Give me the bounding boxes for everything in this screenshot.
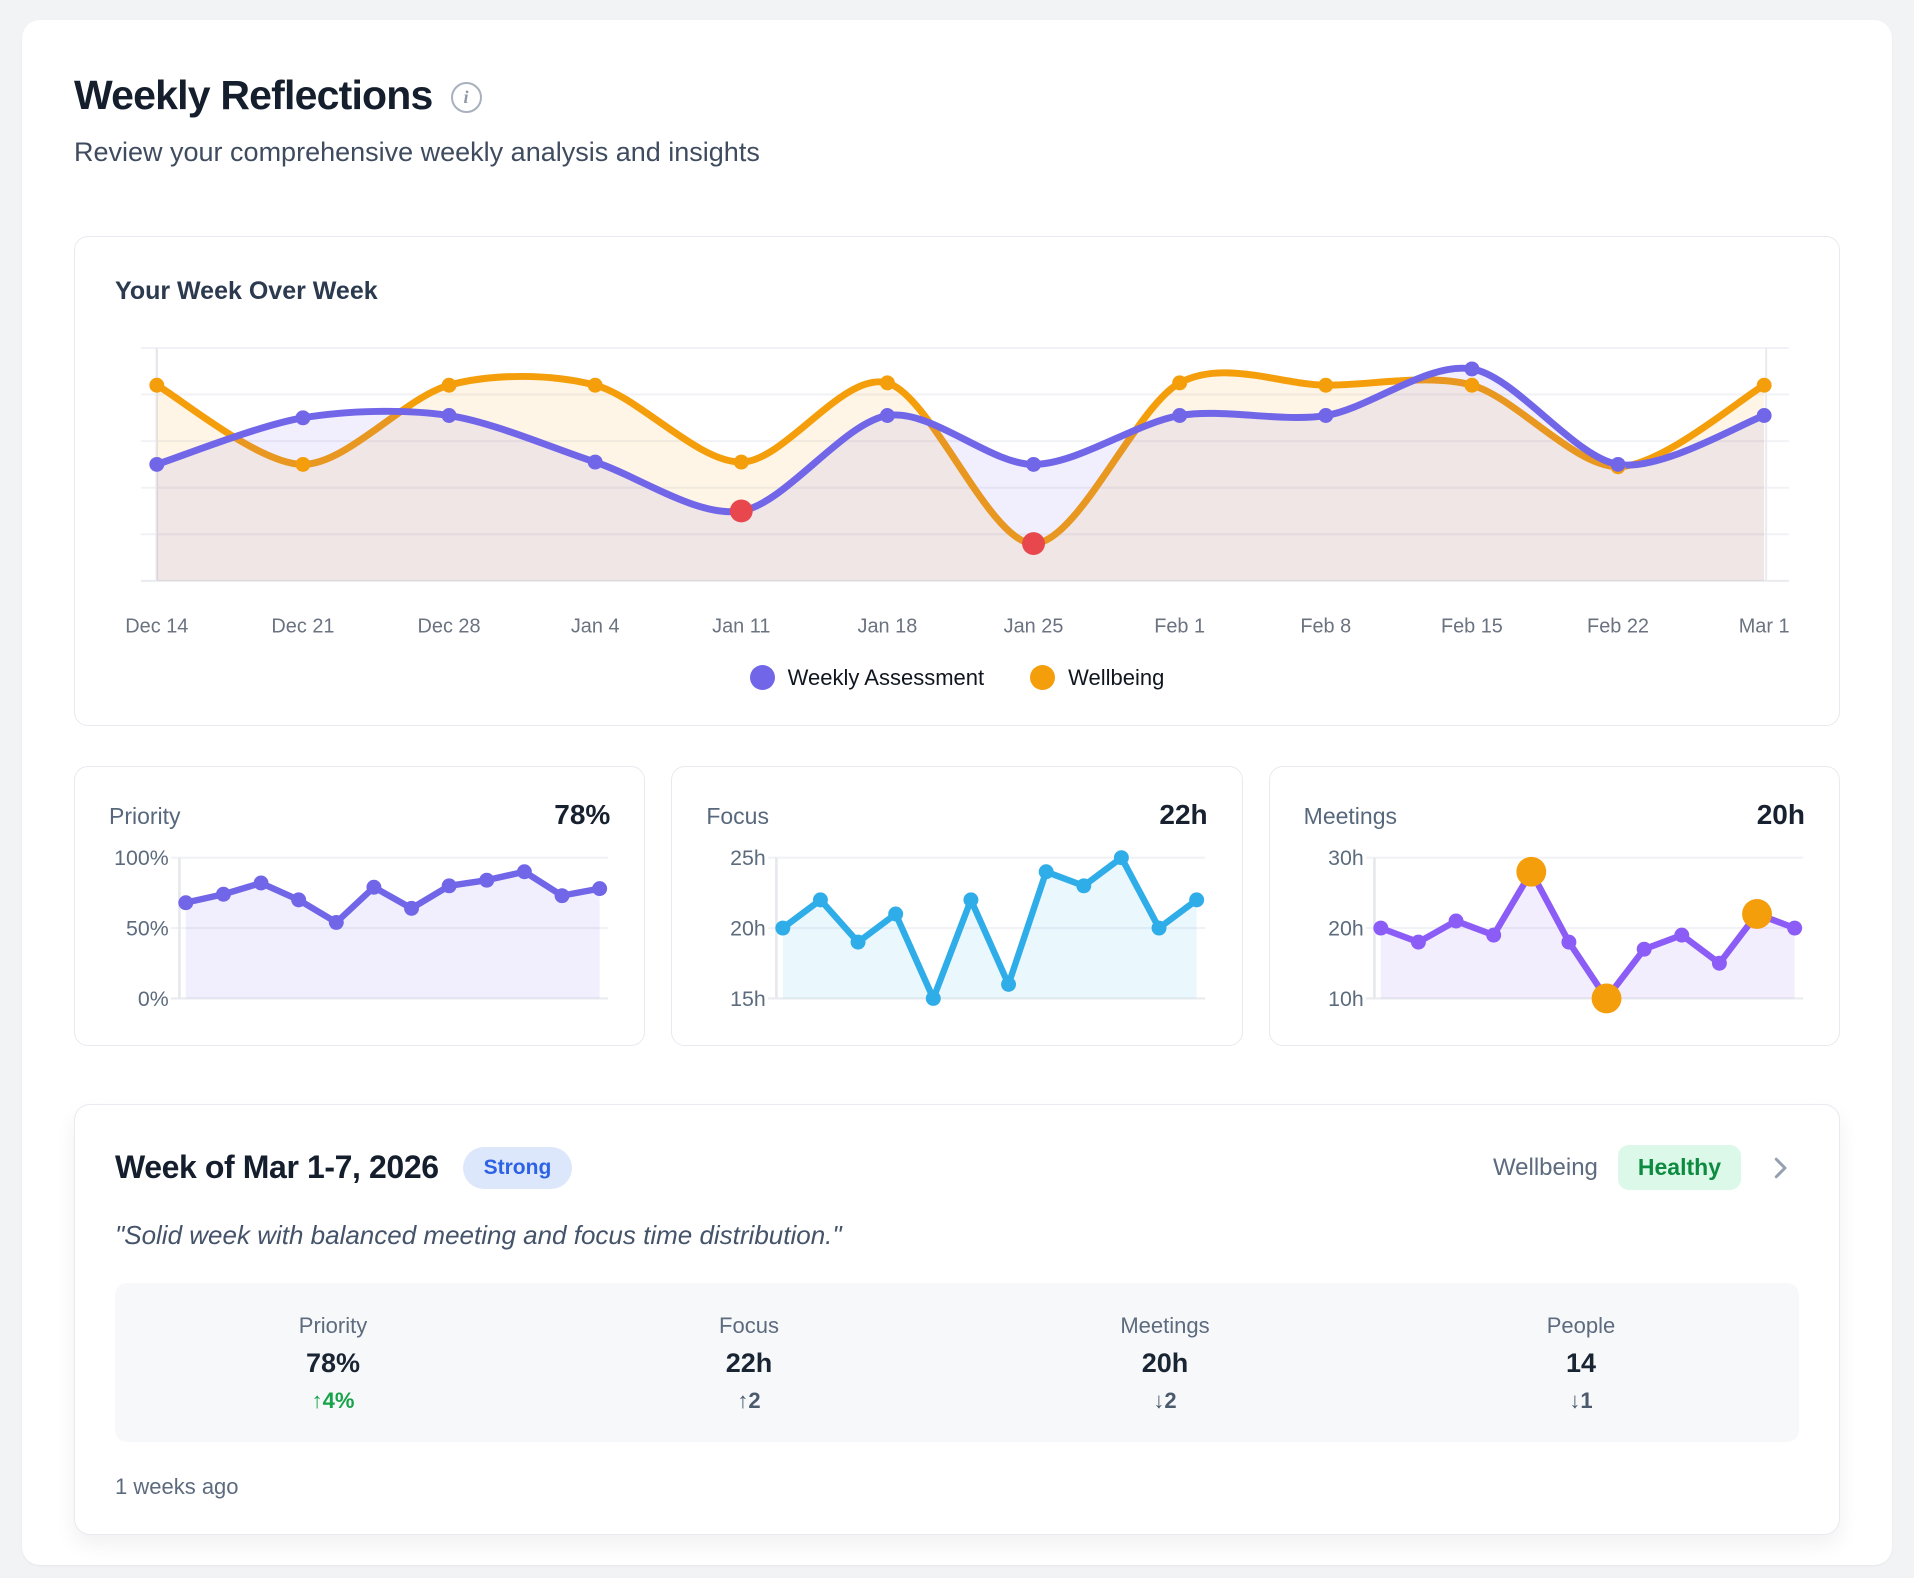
week-summary-quote: "Solid week with balanced meeting and fo…: [115, 1220, 842, 1251]
info-icon[interactable]: i: [450, 82, 482, 113]
week-summary-title: Week of Mar 1-7, 2026: [115, 1149, 439, 1186]
focus-label: Focus: [706, 802, 769, 829]
focus-card: Focus 22h 25h 20h 15h: [671, 765, 1243, 1047]
focus-card-header: Focus 22h: [706, 799, 1207, 831]
week-summary-header: Week of Mar 1-7, 2026 Strong Wellbeing H…: [115, 1145, 1799, 1191]
legend-label-wellbeing: Wellbeing: [1068, 664, 1165, 690]
stat-meetings: Meetings 20h ↓2: [957, 1313, 1373, 1414]
svg-text:0%: 0%: [138, 986, 169, 1010]
meetings-sparkline-chart: 30h 20h 10h: [1328, 847, 1803, 1013]
svg-text:Mar 1: Mar 1: [1739, 616, 1790, 638]
svg-text:Feb 22: Feb 22: [1587, 616, 1649, 638]
meetings-value: 20h: [1756, 798, 1805, 830]
priority-sparkline-chart: 100% 50% 0%: [114, 847, 609, 1010]
stat-people: People 14 ↓1: [1373, 1313, 1789, 1414]
meetings-card-header: Meetings 20h: [1304, 799, 1805, 831]
page-header: Weekly Reflections i: [74, 72, 1840, 119]
svg-text:Dec 21: Dec 21: [271, 616, 334, 638]
week-summary-timestamp: 1 weeks ago: [115, 1474, 239, 1500]
status-badge: Strong: [462, 1146, 573, 1189]
focus-value: 22h: [1159, 798, 1208, 830]
svg-text:Jan 11: Jan 11: [712, 616, 770, 638]
week-over-week-title: Your Week Over Week: [115, 277, 378, 305]
stat-priority: Priority 78% ↑4%: [125, 1313, 541, 1414]
legend-label-weekly-assessment: Weekly Assessment: [787, 664, 985, 690]
focus-sparkline-chart: 25h 20h 15h: [730, 847, 1206, 1010]
svg-text:Feb 1: Feb 1: [1154, 616, 1205, 638]
svg-text:Dec 14: Dec 14: [125, 616, 188, 638]
week-summary-title-group: Week of Mar 1-7, 2026 Strong: [115, 1146, 573, 1189]
stat-people-value: 14: [1565, 1348, 1597, 1379]
chevron-right-icon: [1765, 1153, 1795, 1183]
stat-priority-delta: ↑4%: [311, 1388, 355, 1414]
chart-legend: Weekly Assessment Wellbeing: [115, 665, 1799, 691]
stat-focus-delta: ↑2: [737, 1388, 761, 1414]
svg-text:Jan 25: Jan 25: [1004, 616, 1064, 638]
svg-text:20h: 20h: [1328, 916, 1364, 940]
stat-priority-value: 78%: [305, 1348, 361, 1379]
svg-text:Feb 15: Feb 15: [1441, 616, 1503, 638]
stat-meetings-label: Meetings: [1120, 1313, 1210, 1339]
svg-text:Jan 18: Jan 18: [858, 616, 918, 638]
svg-text:25h: 25h: [730, 847, 766, 870]
week-over-week-card: Your Week Over Week Dec 14 Dec 21 Dec 28 Ja…: [74, 236, 1840, 726]
svg-text:Dec 28: Dec 28: [418, 616, 481, 638]
stat-meetings-delta: ↓2: [1153, 1388, 1177, 1414]
stat-people-label: People: [1546, 1313, 1616, 1339]
week-stats-panel: Priority 78% ↑4% Focus 22h ↑2 Meetings 2…: [115, 1283, 1799, 1443]
wellbeing-dot-icon: [1030, 665, 1056, 690]
svg-text:15h: 15h: [730, 986, 766, 1010]
priority-card-header: Priority 78%: [109, 799, 610, 831]
stat-focus: Focus 22h ↑2: [541, 1313, 957, 1414]
wellbeing-status-label: Wellbeing: [1492, 1153, 1598, 1181]
legend-item-wellbeing: Wellbeing: [1030, 665, 1164, 691]
priority-value: 78%: [554, 798, 611, 830]
stat-meetings-value: 20h: [1141, 1348, 1189, 1379]
stat-people-delta: ↓1: [1569, 1388, 1593, 1414]
priority-label: Priority: [109, 802, 181, 829]
svg-text:10h: 10h: [1328, 986, 1364, 1010]
week-summary-card: Week of Mar 1-7, 2026 Strong Wellbeing H…: [74, 1104, 1840, 1536]
stat-priority-label: Priority: [298, 1313, 368, 1339]
svg-text:Jan 4: Jan 4: [571, 616, 620, 638]
expand-week-button[interactable]: [1761, 1149, 1799, 1187]
meetings-label: Meetings: [1303, 802, 1397, 829]
metric-cards-row: Priority 78% 100% 50% 0% Focus 22h 25h 20h 1…: [74, 765, 1840, 1047]
main-panel: Weekly Reflections i Review your compreh…: [22, 20, 1892, 1566]
svg-text:30h: 30h: [1328, 847, 1364, 870]
wellbeing-status-badge: Healthy: [1617, 1145, 1741, 1191]
svg-text:50%: 50%: [126, 916, 169, 940]
page-title: Weekly Reflections: [74, 72, 433, 118]
stat-focus-value: 22h: [725, 1348, 773, 1379]
stat-focus-label: Focus: [719, 1313, 779, 1339]
legend-item-weekly-assessment: Weekly Assessment: [749, 664, 985, 691]
svg-text:Feb 8: Feb 8: [1300, 616, 1351, 638]
wellbeing-status-group: Wellbeing Healthy: [1492, 1145, 1799, 1191]
meetings-card: Meetings 20h 30h 20h 10h: [1268, 765, 1840, 1047]
page-subtitle: Review your comprehensive weekly analysi…: [74, 137, 760, 167]
week-over-week-chart: Dec 14 Dec 21 Dec 28 Jan 4 Jan 11 Jan 18 Jan 2…: [125, 346, 1790, 638]
svg-text:20h: 20h: [730, 916, 766, 940]
svg-text:100%: 100%: [114, 847, 169, 870]
priority-card: Priority 78% 100% 50% 0%: [74, 765, 646, 1047]
weekly-assessment-dot-icon: [749, 665, 775, 690]
